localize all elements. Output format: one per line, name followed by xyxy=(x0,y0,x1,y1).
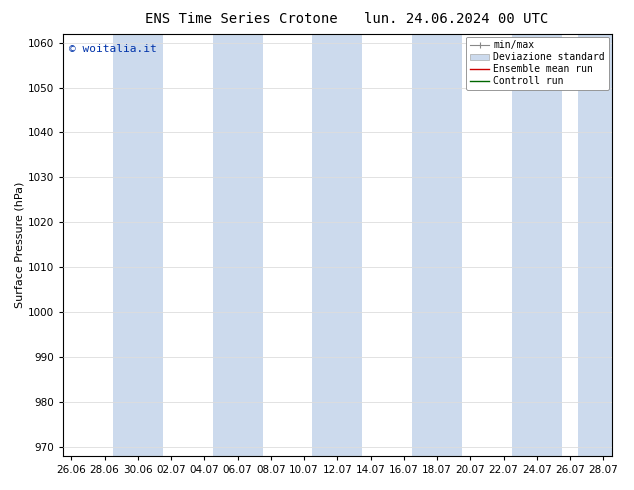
Bar xyxy=(512,34,562,456)
Bar xyxy=(412,34,462,456)
Bar xyxy=(212,34,262,456)
Text: © woitalia.it: © woitalia.it xyxy=(68,44,157,54)
Text: ENS Time Series Crotone: ENS Time Series Crotone xyxy=(145,12,337,26)
Y-axis label: Surface Pressure (hPa): Surface Pressure (hPa) xyxy=(15,182,25,308)
Text: lun. 24.06.2024 00 UTC: lun. 24.06.2024 00 UTC xyxy=(365,12,548,26)
Bar xyxy=(578,34,628,456)
Bar xyxy=(113,34,163,456)
Bar xyxy=(313,34,362,456)
Legend: min/max, Deviazione standard, Ensemble mean run, Controll run: min/max, Deviazione standard, Ensemble m… xyxy=(466,37,609,90)
